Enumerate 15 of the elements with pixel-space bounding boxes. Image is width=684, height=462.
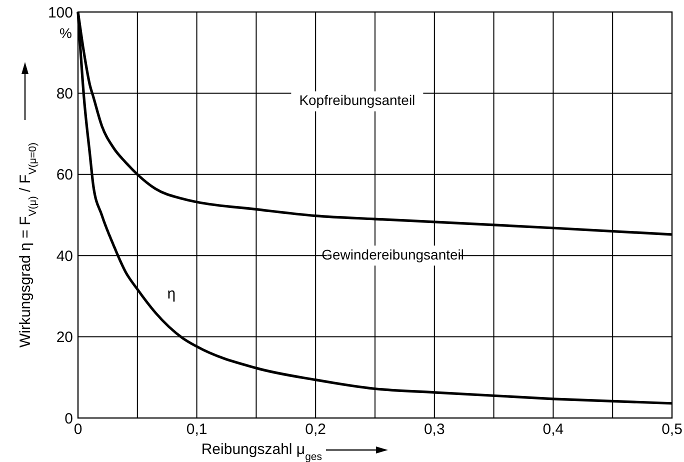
x-tick-label: 0,2 (305, 421, 326, 438)
annotation: Kopfreibungsanteil (299, 92, 416, 108)
y-tick-label: 100 (48, 4, 73, 22)
x-tick-label: 0,4 (542, 421, 564, 438)
y-tick-label: 20 (56, 329, 73, 346)
annotation: Gewindereibungsanteil (322, 246, 464, 262)
x-tick-label: 0,1 (186, 421, 208, 438)
series-label: η (167, 285, 176, 302)
text: % (60, 25, 72, 41)
y-tick-label: 60 (56, 166, 73, 184)
y-tick-label: 40 (56, 248, 73, 265)
x-axis-title: Reibungszahl μ$_{ges}$ (201, 441, 322, 462)
y-tick-label: 80 (56, 85, 73, 102)
x-tick-label: 0,5 (662, 421, 682, 438)
x-tick-label: 0,3 (424, 421, 445, 438)
